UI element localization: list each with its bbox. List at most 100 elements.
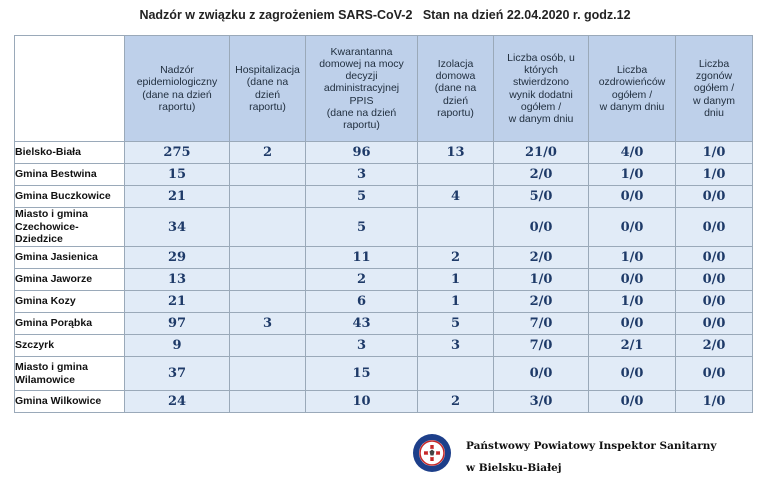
cell-recovered: 0/0	[588, 207, 676, 247]
cell-deaths: 2/0	[675, 334, 753, 357]
cell-deaths: 0/0	[675, 356, 753, 391]
table-row: Gmina Wilkowice 24 10 2 3/0 0/0 1/0	[14, 390, 753, 413]
cell-epidemiological-supervision: 15	[124, 163, 230, 186]
table-row: Gmina Jaworze 13 2 1 1/0 0/0 0/0	[14, 268, 753, 291]
cell-epidemiological-supervision: 13	[124, 268, 230, 291]
row-label: Miasto i gmina Czechowice- Dziedzice	[14, 207, 125, 247]
cell-epidemiological-supervision: 21	[124, 185, 230, 208]
table-row: Szczyrk 9 3 3 7/0 2/1 2/0	[14, 334, 753, 357]
cell-epidemiological-supervision: 275	[124, 141, 230, 164]
footer-text: Państwowy Powiatowy Inspektor Sanitarny …	[466, 435, 716, 479]
cell-recovered: 2/1	[588, 334, 676, 357]
header-home-quarantine: Kwarantanna domowej na mocy decyzji admi…	[305, 35, 418, 142]
cell-positive-cases: 2/0	[493, 163, 589, 186]
cell-positive-cases: 5/0	[493, 185, 589, 208]
cell-epidemiological-supervision: 34	[124, 207, 230, 247]
cell-recovered: 0/0	[588, 268, 676, 291]
row-label: Gmina Kozy	[14, 290, 125, 313]
cell-home-isolation: 5	[417, 312, 494, 335]
cell-home-quarantine: 2	[305, 268, 418, 291]
cell-deaths: 1/0	[675, 163, 753, 186]
sanitary-inspection-logo-icon	[413, 434, 451, 472]
row-label: Gmina Jasienica	[14, 246, 125, 269]
cell-positive-cases: 1/0	[493, 268, 589, 291]
table-row: Gmina Buczkowice 21 5 4 5/0 0/0 0/0	[14, 185, 753, 208]
cell-deaths: 0/0	[675, 290, 753, 313]
row-label: Gmina Wilkowice	[14, 390, 125, 413]
row-label: Gmina Jaworze	[14, 268, 125, 291]
row-label: Gmina Buczkowice	[14, 185, 125, 208]
cell-hospitalization	[229, 163, 306, 186]
footer-line-1: Państwowy Powiatowy Inspektor Sanitarny	[466, 440, 717, 452]
cell-deaths: 0/0	[675, 312, 753, 335]
cell-recovered: 0/0	[588, 185, 676, 208]
cell-positive-cases: 7/0	[493, 312, 589, 335]
cell-home-isolation	[417, 356, 494, 391]
cell-home-isolation: 3	[417, 334, 494, 357]
cell-home-quarantine: 3	[305, 334, 418, 357]
cell-hospitalization	[229, 290, 306, 313]
cell-hospitalization	[229, 356, 306, 391]
cell-deaths: 1/0	[675, 141, 753, 164]
cell-deaths: 0/0	[675, 185, 753, 208]
cell-epidemiological-supervision: 24	[124, 390, 230, 413]
covid-supervision-table: Nadzór epidemiologiczny (dane na dzień r…	[14, 35, 753, 413]
cell-home-isolation: 4	[417, 185, 494, 208]
cell-deaths: 0/0	[675, 268, 753, 291]
row-label: Gmina Porąbka	[14, 312, 125, 335]
cell-home-isolation: 1	[417, 268, 494, 291]
cell-home-isolation	[417, 163, 494, 186]
cell-recovered: 0/0	[588, 312, 676, 335]
cell-positive-cases: 0/0	[493, 207, 589, 247]
cell-hospitalization	[229, 390, 306, 413]
cell-recovered: 0/0	[588, 390, 676, 413]
row-label: Gmina Bestwina	[14, 163, 125, 186]
cell-hospitalization: 3	[229, 312, 306, 335]
cell-positive-cases: 3/0	[493, 390, 589, 413]
footer-line-2: w Bielsku-Białej	[466, 462, 562, 474]
table-row: Miasto i gmina Czechowice- Dziedzice 34 …	[14, 207, 753, 247]
page-title: Nadzór w związku z zagrożeniem SARS-CoV-…	[139, 8, 631, 22]
cell-recovered: 1/0	[588, 163, 676, 186]
cell-home-quarantine: 96	[305, 141, 418, 164]
table-row: Bielsko-Biała 275 2 96 13 21/0 4/0 1/0	[14, 141, 753, 164]
table-row: Gmina Porąbka 97 3 43 5 7/0 0/0 0/0	[14, 312, 753, 335]
header-epidemiological-supervision: Nadzór epidemiologiczny (dane na dzień r…	[124, 35, 230, 142]
cell-epidemiological-supervision: 29	[124, 246, 230, 269]
cell-epidemiological-supervision: 21	[124, 290, 230, 313]
cell-hospitalization	[229, 268, 306, 291]
cell-deaths: 0/0	[675, 207, 753, 247]
cell-home-quarantine: 6	[305, 290, 418, 313]
cell-recovered: 0/0	[588, 356, 676, 391]
header-row: Nadzór epidemiologiczny (dane na dzień r…	[14, 35, 753, 142]
cell-recovered: 1/0	[588, 246, 676, 269]
cell-deaths: 0/0	[675, 246, 753, 269]
cell-epidemiological-supervision: 9	[124, 334, 230, 357]
table-row: Gmina Kozy 21 6 1 2/0 1/0 0/0	[14, 290, 753, 313]
cell-home-quarantine: 10	[305, 390, 418, 413]
cell-home-quarantine: 3	[305, 163, 418, 186]
cell-home-quarantine: 11	[305, 246, 418, 269]
cell-epidemiological-supervision: 97	[124, 312, 230, 335]
cell-positive-cases: 21/0	[493, 141, 589, 164]
header-deaths: Liczba zgonów ogółem / w danym dniu	[675, 35, 753, 142]
table-row: Gmina Bestwina 15 3 2/0 1/0 1/0	[14, 163, 753, 186]
cell-home-quarantine: 15	[305, 356, 418, 391]
cell-home-isolation: 2	[417, 246, 494, 269]
cell-hospitalization	[229, 334, 306, 357]
cell-home-isolation: 1	[417, 290, 494, 313]
cell-recovered: 1/0	[588, 290, 676, 313]
cell-hospitalization	[229, 185, 306, 208]
header-positive-cases: Liczba osób, u których stwierdzono wynik…	[493, 35, 589, 142]
header-hospitalization: Hospitalizacja (dane na dzień raportu)	[229, 35, 306, 142]
cell-home-quarantine: 5	[305, 207, 418, 247]
header-corner	[14, 35, 125, 142]
table-row: Miasto i gmina Wilamowice 37 15 0/0 0/0 …	[14, 356, 753, 391]
cell-home-quarantine: 5	[305, 185, 418, 208]
cell-home-isolation	[417, 207, 494, 247]
cell-hospitalization	[229, 246, 306, 269]
cell-deaths: 1/0	[675, 390, 753, 413]
footer: Państwowy Powiatowy Inspektor Sanitarny …	[412, 433, 752, 483]
header-home-isolation: Izolacja domowa (dane na dzień raportu)	[417, 35, 494, 142]
row-label: Szczyrk	[14, 334, 125, 357]
